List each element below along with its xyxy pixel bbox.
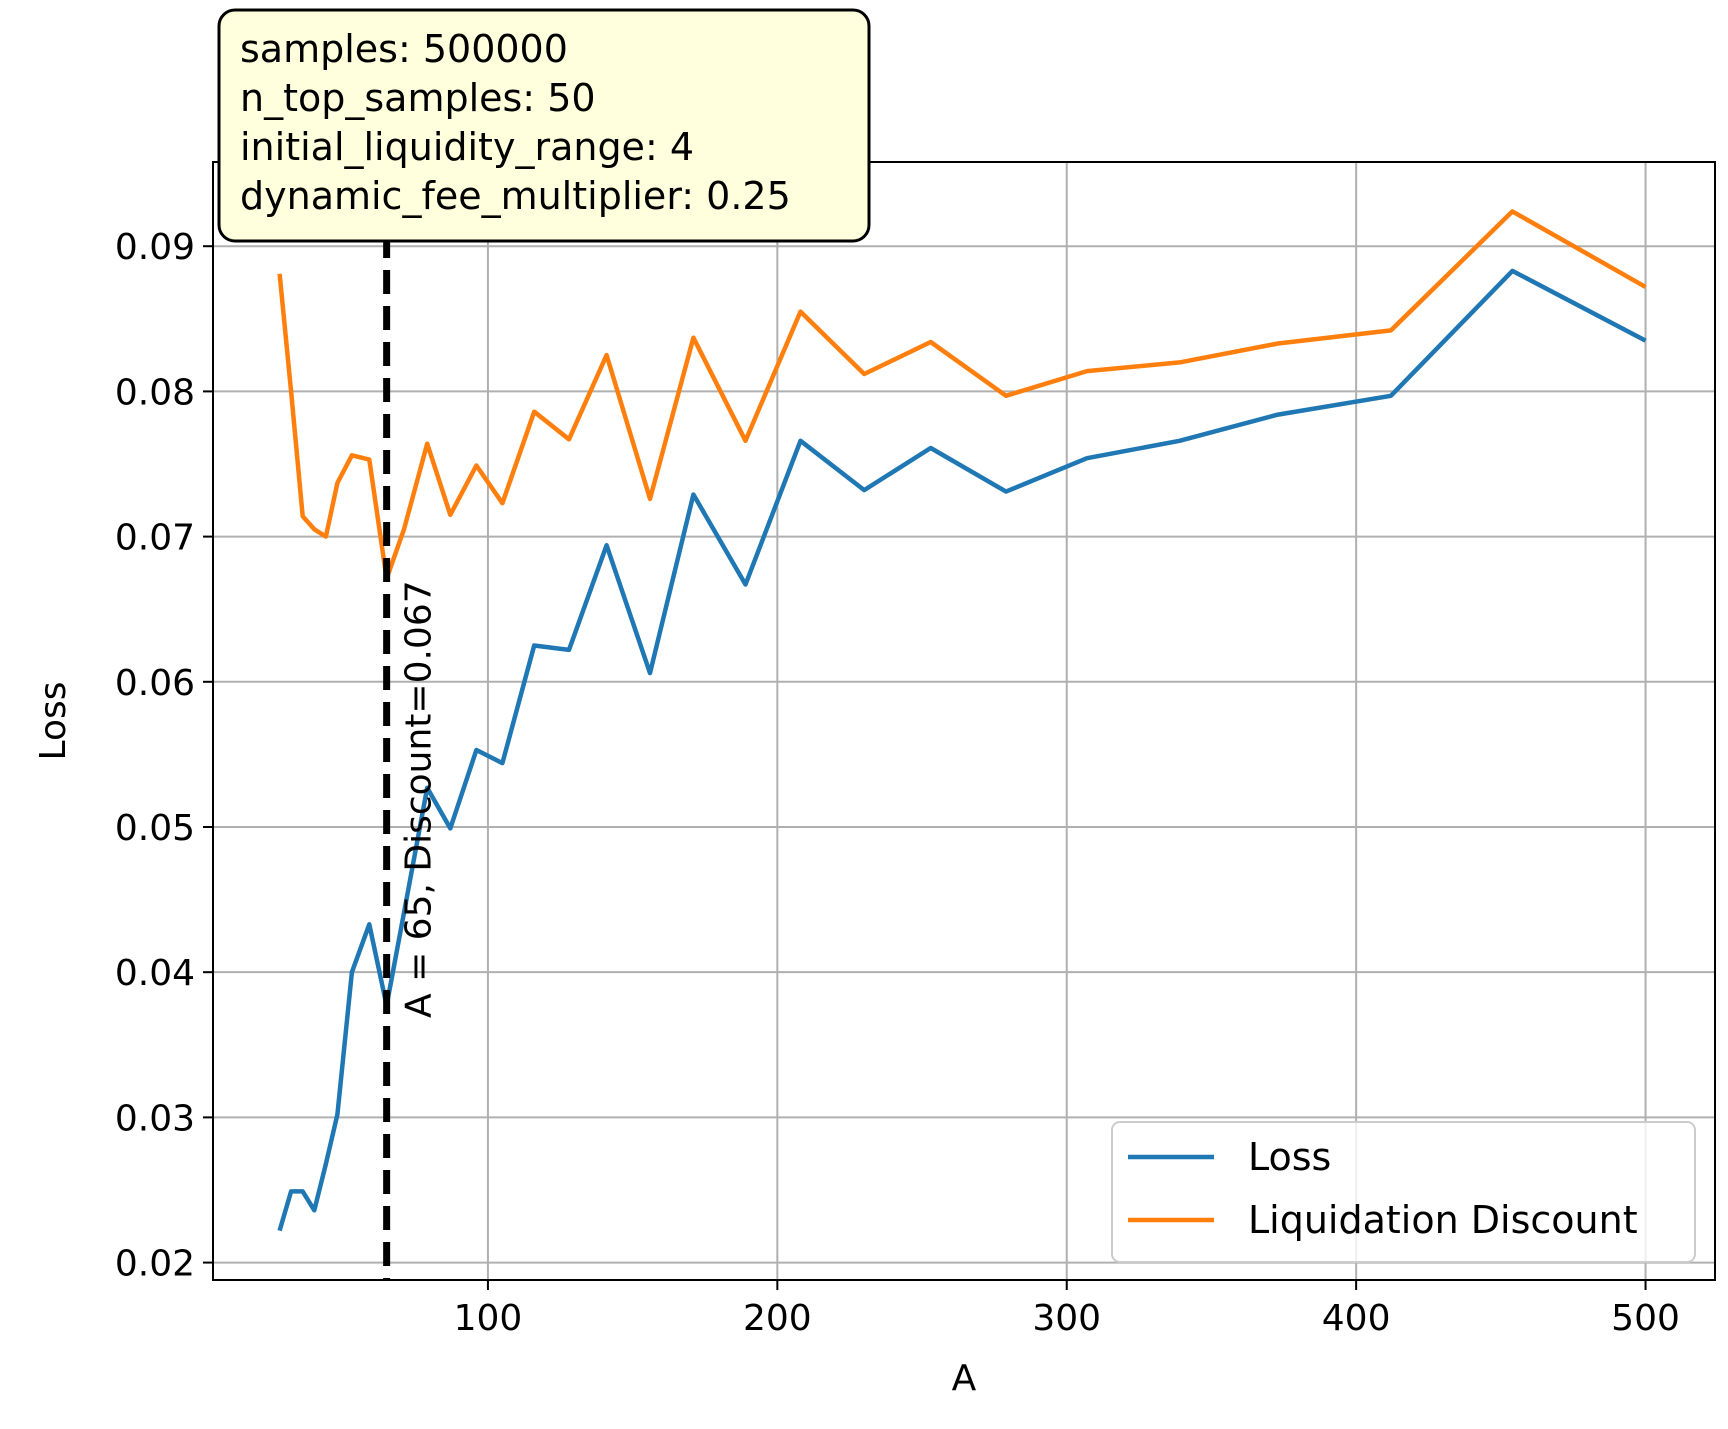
annotation-box-frame bbox=[217, 8, 871, 243]
annotation-line: dynamic_fee_multiplier: 0.25 bbox=[240, 174, 791, 218]
y-tick-label: 0.04 bbox=[115, 953, 195, 994]
reference-line-group: A = 65, Discount=0.067 bbox=[383, 162, 440, 1280]
series-line-loss bbox=[277, 268, 1647, 1232]
x-tick-label: 400 bbox=[1322, 1298, 1391, 1339]
y-tick-label: 0.06 bbox=[115, 663, 195, 704]
series-line-liquidation-discount bbox=[277, 209, 1647, 581]
x-tick-label: 200 bbox=[743, 1298, 812, 1339]
annotation-line: initial_liquidity_range: 4 bbox=[240, 125, 694, 169]
legend: Loss Liquidation Discount bbox=[1111, 1121, 1696, 1263]
legend-box bbox=[1111, 1121, 1696, 1263]
reference-line-label: A = 65, Discount=0.067 bbox=[399, 580, 440, 1018]
x-tick-label: 100 bbox=[454, 1298, 523, 1339]
y-tick-label: 0.07 bbox=[115, 518, 195, 559]
annotation-line: samples: 500000 bbox=[240, 27, 568, 71]
plot-frame bbox=[212, 161, 1716, 1281]
x-tick-label: 300 bbox=[1032, 1298, 1101, 1339]
x-axis-label: A bbox=[952, 1358, 977, 1399]
y-axis-label: Loss bbox=[33, 682, 74, 761]
grid bbox=[213, 162, 1715, 1280]
axis-ticks: 100 200 300 400 500 0.02 0.03 0.04 0.05 0.06 0.07 0… bbox=[115, 227, 1680, 1339]
legend-label-loss: Loss bbox=[1248, 1135, 1331, 1179]
y-tick-label: 0.03 bbox=[115, 1098, 195, 1139]
legend-label-liquidation-discount: Liquidation Discount bbox=[1248, 1198, 1638, 1242]
y-tick-label: 0.08 bbox=[115, 372, 195, 413]
y-tick-label: 0.02 bbox=[115, 1244, 195, 1285]
y-tick-label: 0.09 bbox=[115, 227, 195, 268]
y-tick-label: 0.05 bbox=[115, 808, 195, 849]
series-lines bbox=[277, 209, 1647, 1232]
annotation-box: samples: 500000 n_top_samples: 50 initial_… bbox=[217, 8, 871, 243]
annotation-line: n_top_samples: 50 bbox=[240, 76, 596, 120]
x-tick-label: 500 bbox=[1611, 1298, 1680, 1339]
